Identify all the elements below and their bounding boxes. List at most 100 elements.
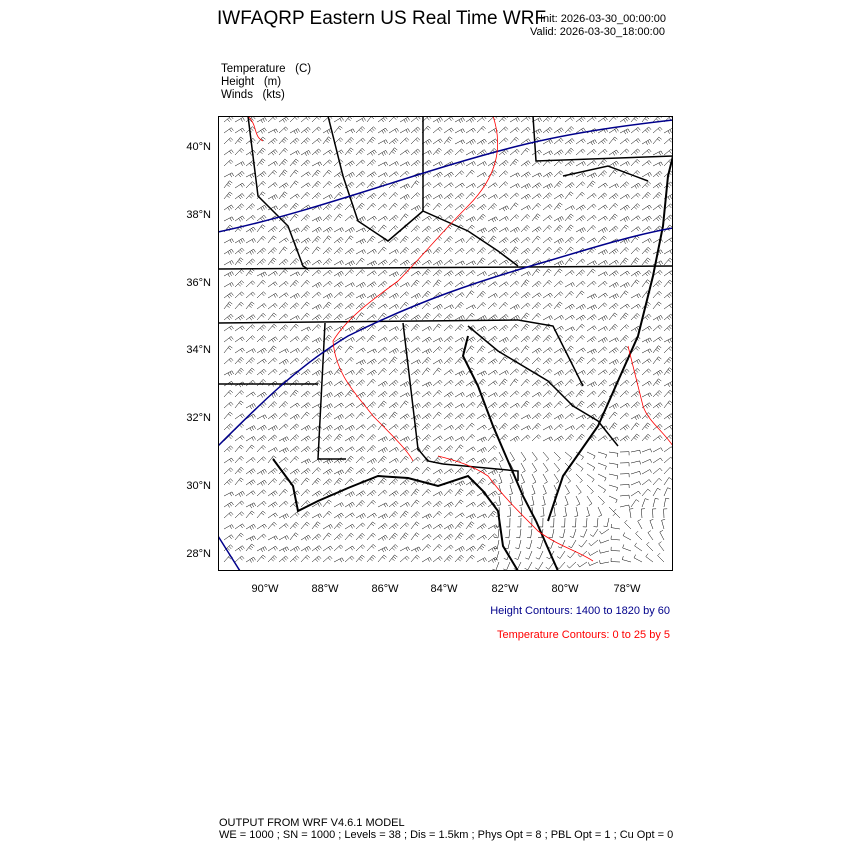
wind-barb — [256, 303, 267, 310]
wind-barb — [432, 511, 442, 519]
wind-barb — [509, 451, 515, 462]
wind-barb — [498, 337, 509, 343]
wind-barb — [624, 519, 632, 530]
wind-barb — [564, 182, 575, 189]
wind-barb — [476, 257, 486, 266]
wind-barb — [399, 313, 410, 321]
wind-barb — [421, 280, 431, 288]
wind-barb — [289, 193, 300, 200]
wind-barb — [278, 269, 288, 277]
wind-barb — [619, 412, 630, 420]
wind-barb — [256, 335, 267, 343]
wind-barb — [399, 194, 410, 200]
wind-barb — [586, 247, 596, 255]
wind-barb — [311, 435, 322, 442]
wind-barb — [344, 291, 355, 299]
wind-barb — [536, 539, 544, 549]
wind-barb — [388, 225, 399, 233]
wind-barb — [443, 555, 453, 563]
wind-barb — [520, 214, 530, 222]
wind-barb — [503, 561, 511, 571]
wind-barb — [234, 400, 244, 409]
wind-barb — [586, 268, 596, 277]
wind-barb — [571, 517, 577, 528]
wind-barb — [223, 491, 234, 497]
wind-barb — [289, 227, 300, 234]
wind-barb — [561, 517, 566, 528]
wind-barb — [289, 271, 300, 277]
wind-barb — [597, 215, 608, 222]
wind-barb — [608, 473, 619, 480]
wind-barb — [553, 180, 563, 189]
wind-barb — [498, 434, 508, 442]
wind-barb — [300, 150, 311, 156]
wind-barb — [465, 457, 476, 464]
wind-barb — [432, 161, 443, 167]
wind-barb — [322, 555, 333, 563]
map-panel — [218, 116, 673, 571]
wind-barb — [652, 487, 661, 497]
wind-barb — [542, 204, 553, 211]
wind-barb — [652, 170, 663, 178]
wind-barb — [223, 224, 233, 233]
wind-barb — [223, 116, 234, 123]
wind-barb — [564, 126, 574, 134]
wind-barb — [432, 127, 443, 134]
wind-barb — [421, 193, 432, 200]
wind-barb — [366, 490, 377, 497]
wind-barb — [465, 513, 476, 520]
wind-barb — [421, 312, 431, 321]
wind-barb — [256, 181, 266, 189]
wind-barb — [641, 313, 652, 321]
wind-barb — [256, 204, 267, 211]
wind-barb — [608, 282, 619, 288]
wind-barb — [487, 271, 498, 277]
wind-barb — [663, 149, 673, 156]
wind-barb — [410, 180, 420, 189]
wind-barb — [487, 325, 498, 332]
wind-barb — [542, 390, 552, 398]
wind-barb — [476, 501, 487, 508]
wind-barb — [234, 444, 244, 453]
wind-barb — [300, 326, 311, 332]
wind-barb — [608, 411, 618, 420]
wind-barb — [641, 238, 652, 244]
wind-barb — [443, 412, 454, 420]
wind-barb — [234, 555, 245, 563]
wind-barb — [514, 550, 522, 560]
wind-barb — [278, 436, 289, 443]
wind-barb — [399, 392, 410, 398]
wind-barb — [432, 346, 443, 354]
wind-barb — [608, 506, 616, 517]
wind-barb — [509, 183, 520, 189]
wind-barb — [553, 149, 564, 156]
wind-barb — [531, 412, 542, 420]
wind-barb — [432, 203, 442, 211]
wind-barb — [619, 169, 629, 178]
wind-barb — [586, 193, 597, 200]
wind-barb — [575, 227, 586, 234]
wind-barb — [531, 335, 541, 343]
wind-barb — [333, 291, 344, 299]
wind-barb — [344, 446, 355, 453]
wind-barb — [344, 478, 354, 486]
wind-barb — [498, 370, 509, 376]
wind-barb — [569, 528, 577, 538]
wind-barb — [278, 348, 289, 354]
wind-barb — [443, 391, 454, 398]
wind-barb — [597, 435, 608, 442]
height-contours-note: Height Contours: 1400 to 1820 by 60 — [490, 605, 670, 617]
wind-barb — [256, 158, 266, 167]
wind-barb — [619, 116, 630, 123]
wind-barb — [267, 324, 277, 332]
wind-barb — [509, 473, 514, 484]
wind-barb — [410, 488, 420, 497]
wind-barb — [498, 391, 509, 398]
wind-barb — [322, 203, 333, 211]
wind-barb — [556, 561, 566, 569]
wind-barb — [577, 550, 588, 558]
boundary-line — [532, 116, 673, 162]
wind-barb — [311, 314, 322, 321]
wind-barb — [454, 357, 464, 365]
wind-barb — [399, 358, 410, 365]
